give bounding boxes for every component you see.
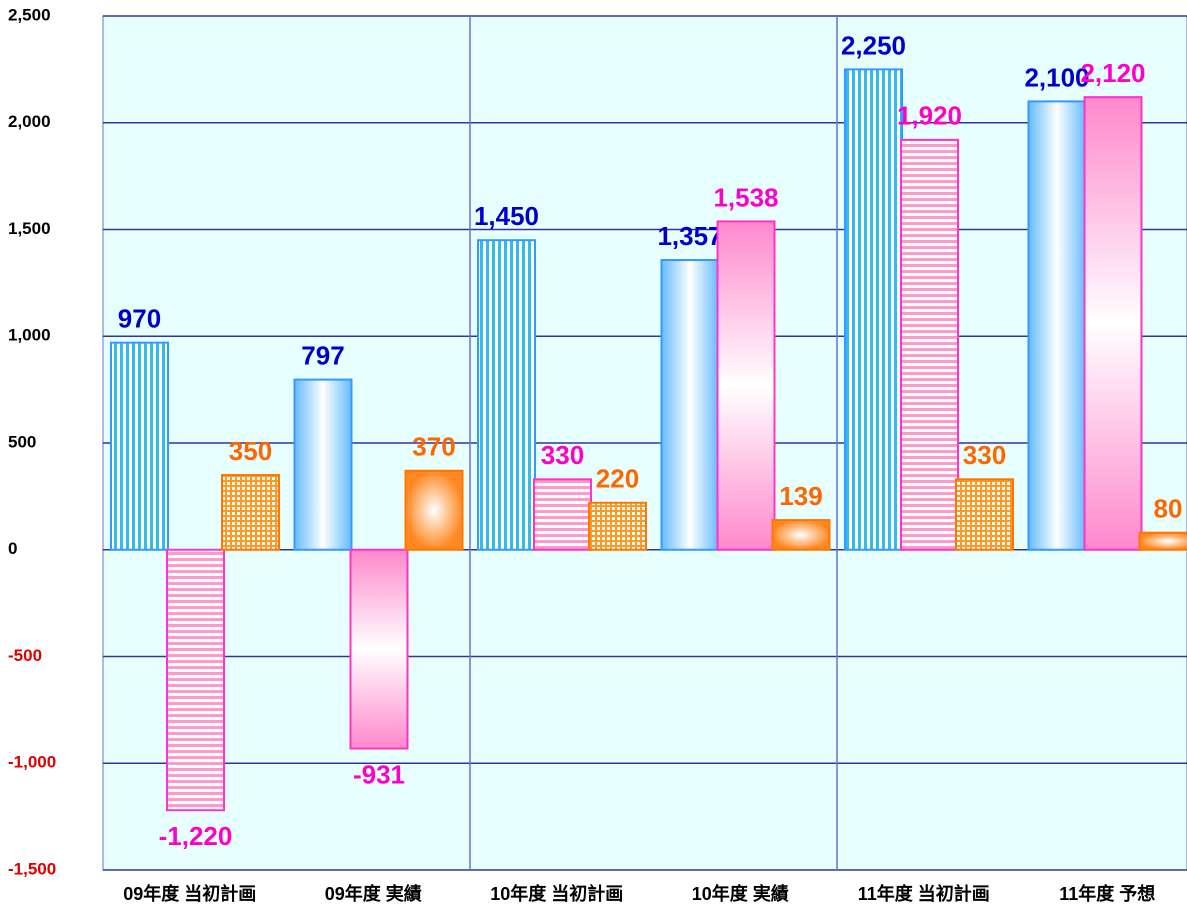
x-tick-label: 10年度 当初計画: [490, 883, 623, 904]
y-tick-label: 1,500: [8, 219, 51, 238]
value-label: 220: [596, 464, 639, 494]
value-label: 80: [1154, 494, 1183, 524]
x-tick-label: 10年度 実績: [692, 883, 789, 904]
value-label: 1,357: [657, 221, 722, 251]
bar: [166, 548, 225, 812]
bar: [660, 259, 720, 551]
bar: [844, 68, 903, 551]
bar: [955, 478, 1014, 551]
y-tick-label: 1,000: [8, 326, 51, 345]
value-label: 2,120: [1080, 58, 1145, 88]
bar: [1138, 531, 1187, 551]
value-label: -931: [353, 759, 405, 789]
y-tick-label: -1,000: [8, 753, 56, 772]
bar: [1027, 100, 1087, 551]
bar: [1083, 96, 1143, 551]
value-label: 330: [541, 440, 584, 470]
y-tick-label: 2,000: [8, 112, 51, 131]
bar: [588, 501, 647, 551]
value-label: 139: [779, 481, 822, 511]
x-tick-label: 09年度 実績: [325, 883, 422, 904]
bar: [716, 220, 776, 551]
y-tick-label: 0: [8, 539, 17, 558]
value-label: 797: [301, 340, 344, 370]
bar: [404, 469, 464, 551]
bar: [349, 548, 409, 750]
bar: [110, 341, 169, 551]
y-tick-label: -500: [8, 646, 42, 665]
value-label: 2,100: [1024, 62, 1089, 92]
x-tick-label: 11年度 予想: [1059, 883, 1155, 904]
value-label: 970: [118, 304, 161, 334]
value-label: -1,220: [159, 821, 233, 851]
bar: [900, 138, 959, 551]
bar: [533, 478, 592, 551]
value-label: 2,250: [841, 30, 906, 60]
bar: [221, 474, 280, 551]
bar: [477, 239, 536, 551]
bar: [293, 378, 353, 551]
x-tick-label: 09年度 当初計画: [123, 883, 256, 904]
value-label: 330: [963, 440, 1006, 470]
y-tick-label: 500: [8, 432, 36, 451]
value-label: 350: [229, 436, 272, 466]
y-tick-label: 2,500: [8, 5, 51, 24]
y-tick-label: -1,500: [8, 859, 56, 878]
value-label: 370: [412, 432, 455, 462]
x-tick-label: 11年度 当初計画: [858, 883, 990, 904]
value-label: 1,538: [713, 182, 778, 212]
value-label: 1,450: [474, 201, 539, 231]
value-label: 1,920: [897, 101, 962, 131]
bar: [771, 519, 831, 551]
